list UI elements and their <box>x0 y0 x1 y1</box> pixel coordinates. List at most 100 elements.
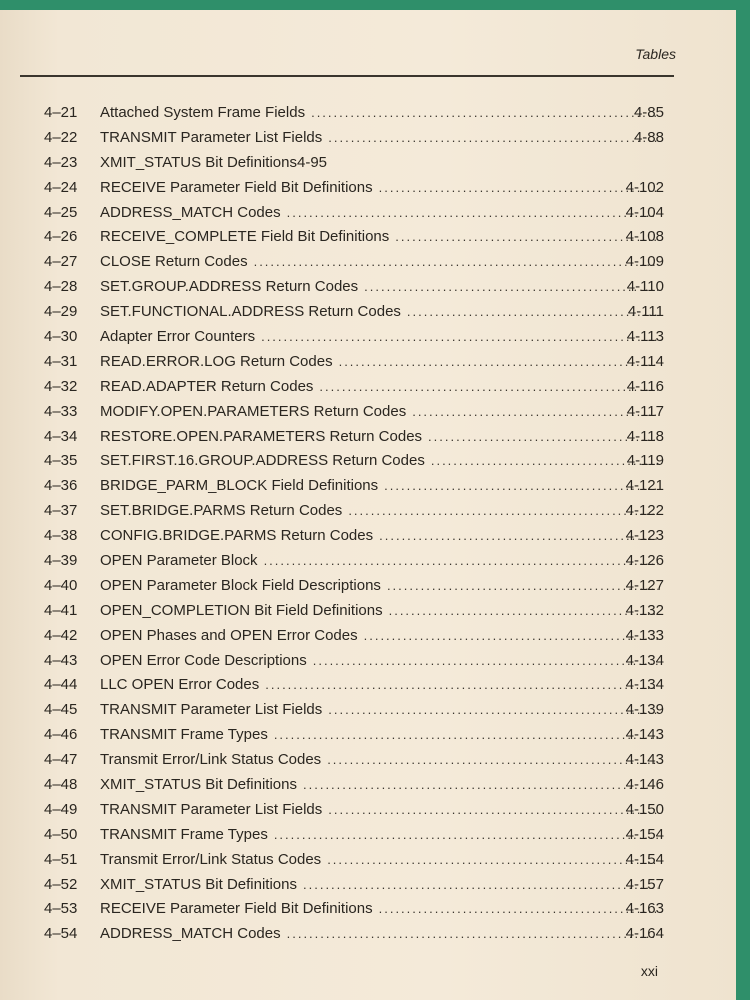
page-reference: 4-116 <box>626 377 664 395</box>
table-number: 4–32 <box>44 377 78 395</box>
list-item: 4–26 RECEIVE_COMPLETE Field Bit Definitio… <box>0 224 736 249</box>
running-header: Tables <box>20 46 676 68</box>
dot-leader <box>274 727 658 742</box>
table-number: 4–47 <box>44 751 78 769</box>
table-title: Adapter Error Counters <box>100 327 256 345</box>
dot-leader <box>303 777 658 792</box>
table-title: TRANSMIT Frame Types <box>100 825 268 843</box>
table-title: SET.BRIDGE.PARMS Return Codes <box>100 502 343 520</box>
list-item: 4–45 TRANSMIT Parameter List Fields 4-139 <box>0 697 736 722</box>
table-number: 4–44 <box>44 676 78 694</box>
page-reference: 4-127 <box>625 576 664 594</box>
page-reference: 4-133 <box>625 626 664 644</box>
page-reference: 4-109 <box>625 253 664 271</box>
table-number: 4–45 <box>44 701 78 719</box>
list-item: 4–25 ADDRESS_MATCH Codes 4-104 <box>0 200 736 225</box>
page-reference: 4-132 <box>625 601 664 619</box>
list-item: 4–50 TRANSMIT Frame Types 4-154 <box>0 822 736 847</box>
dot-leader <box>379 528 658 543</box>
dot-leader <box>348 503 658 518</box>
list-item: 4–51 Transmit Error/Link Status Codes 4-15… <box>0 847 736 872</box>
entry-title-wrap: RESTORE.OPEN.PARAMETERS Return Codes <box>100 428 664 445</box>
dot-leader <box>303 877 658 892</box>
entry-title-wrap: Attached System Frame Fields <box>100 104 664 121</box>
entry-title-wrap: MODIFY.OPEN.PARAMETERS Return Codes <box>100 403 664 420</box>
list-item: 4–48 XMIT_STATUS Bit Definitions 4-146 <box>0 772 736 797</box>
table-title: XMIT_STATUS Bit Definitions <box>100 775 297 793</box>
dot-leader <box>379 180 658 195</box>
entry-title-wrap: OPEN Parameter Block <box>100 552 664 569</box>
dot-leader <box>387 578 658 593</box>
page-reference: 4-143 <box>625 726 664 744</box>
table-number: 4–39 <box>44 551 78 569</box>
page-reference: 4-111 <box>627 303 664 321</box>
page-reference: 4-119 <box>626 452 664 470</box>
dot-leader <box>254 254 658 269</box>
list-item: 4–34 RESTORE.OPEN.PARAMETERS Return Codes… <box>0 424 736 449</box>
entry-title-wrap: OPEN Parameter Block Field Descriptions <box>100 577 664 594</box>
list-item: 4–53 RECEIVE Parameter Field Bit Definiti… <box>0 897 736 922</box>
table-title: XMIT_STATUS Bit Definitions <box>100 875 297 893</box>
dot-leader <box>327 852 658 867</box>
entry-title-wrap: ADDRESS_MATCH Codes <box>100 925 664 942</box>
page-reference: 4-146 <box>625 775 664 793</box>
dot-leader <box>328 702 658 717</box>
list-item: 4–28 SET.GROUP.ADDRESS Return Codes 4-110 <box>0 274 736 299</box>
list-item: 4–46 TRANSMIT Frame Types 4-143 <box>0 722 736 747</box>
table-number: 4–54 <box>44 925 78 943</box>
dot-leader <box>431 453 658 468</box>
table-number: 4–40 <box>44 576 78 594</box>
page-reference: 4-110 <box>626 278 664 296</box>
dot-leader <box>319 379 658 394</box>
table-title: SET.GROUP.ADDRESS Return Codes <box>100 278 359 296</box>
table-title: LLC OPEN Error Codes <box>100 676 260 694</box>
list-item: 4–24 RECEIVE Parameter Field Bit Definiti… <box>0 175 736 200</box>
list-item: 4–44 LLC OPEN Error Codes 4-134 <box>0 672 736 697</box>
list-item: 4–29 SET.FUNCTIONAL.ADDRESS Return Codes 4… <box>0 299 736 324</box>
page-reference: 4-88 <box>633 128 664 146</box>
table-number: 4–53 <box>44 900 78 918</box>
table-number: 4–24 <box>44 178 78 196</box>
entry-title-wrap: XMIT_STATUS Bit Definitions <box>100 776 664 793</box>
dot-leader <box>264 553 658 568</box>
table-number: 4–51 <box>44 850 78 868</box>
list-item: 4–27 CLOSE Return Codes 4-109 <box>0 249 736 274</box>
entry-title-wrap: SET.FIRST.16.GROUP.ADDRESS Return Codes <box>100 452 664 469</box>
page-reference: 4-154 <box>625 825 664 843</box>
page-reference: 4-150 <box>625 800 664 818</box>
list-item: 4–54 ADDRESS_MATCH Codes 4-164 <box>0 921 736 946</box>
table-title: OPEN Parameter Block <box>100 551 258 569</box>
dot-leader <box>328 802 658 817</box>
table-title: Transmit Error/Link Status Codes <box>100 850 322 868</box>
entry-title-wrap: TRANSMIT Frame Types <box>100 726 664 743</box>
page-reference: 4-126 <box>625 551 664 569</box>
list-item: 4–22 TRANSMIT Parameter List Fields 4-88 <box>0 125 736 150</box>
list-item: 4–23 XMIT_STATUS Bit Definitions4-95 <box>0 150 736 175</box>
entry-title-wrap: RECEIVE Parameter Field Bit Definitions <box>100 179 664 196</box>
dot-leader <box>328 130 658 145</box>
section-title: Tables <box>635 46 676 62</box>
page-reference: 4-157 <box>625 875 664 893</box>
dot-leader <box>287 926 658 941</box>
page-reference: 4-134 <box>625 676 664 694</box>
list-item: 4–33 MODIFY.OPEN.PARAMETERS Return Codes 4… <box>0 399 736 424</box>
table-number: 4–38 <box>44 527 78 545</box>
list-item: 4–43 OPEN Error Code Descriptions 4-134 <box>0 648 736 673</box>
page-reference: 4-154 <box>625 850 664 868</box>
list-item: 4–39 OPEN Parameter Block 4-126 <box>0 548 736 573</box>
dot-leader <box>327 752 658 767</box>
list-item: 4–49 TRANSMIT Parameter List Fields 4-150 <box>0 797 736 822</box>
table-title: Attached System Frame Fields <box>100 103 306 121</box>
table-number: 4–48 <box>44 775 78 793</box>
table-title: CONFIG.BRIDGE.PARMS Return Codes <box>100 527 374 545</box>
table-number: 4–29 <box>44 303 78 321</box>
table-number: 4–33 <box>44 402 78 420</box>
table-title: READ.ADAPTER Return Codes <box>100 377 314 395</box>
entry-title-wrap: OPEN Error Code Descriptions <box>100 652 664 669</box>
entry-title-wrap: Adapter Error Counters <box>100 328 664 345</box>
dot-leader <box>407 304 658 319</box>
entry-title-wrap: CONFIG.BRIDGE.PARMS Return Codes <box>100 527 664 544</box>
page-reference: 4-113 <box>626 327 664 345</box>
table-title: RECEIVE Parameter Field Bit Definitions <box>100 900 373 918</box>
